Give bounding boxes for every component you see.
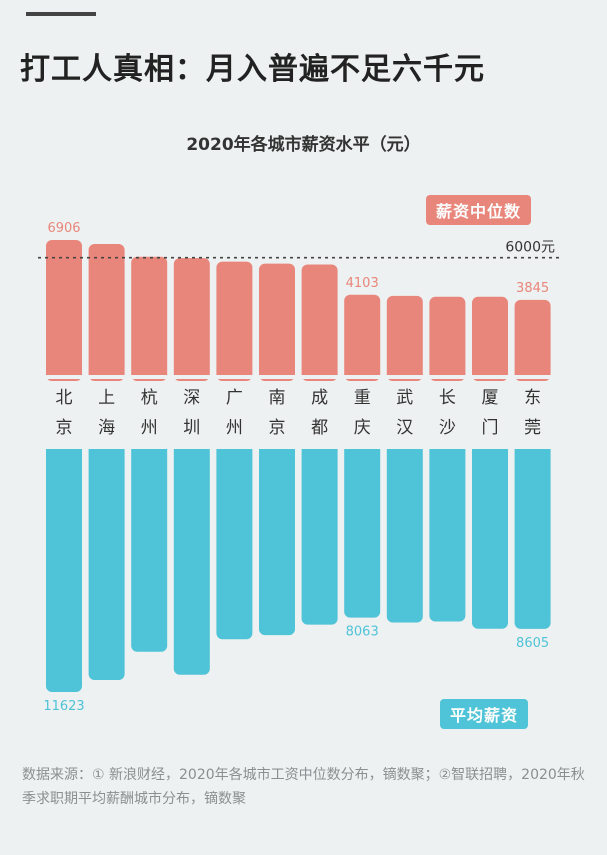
median-bar-3 — [173, 258, 210, 381]
category-label-9-line1: 长 — [439, 388, 456, 408]
category-label-0-line2: 京 — [56, 418, 73, 438]
average-bar-6 — [301, 443, 338, 625]
average-bar-8 — [386, 443, 423, 623]
category-label-0-line1: 北 — [56, 388, 73, 408]
median-bar-7 — [344, 294, 381, 381]
median-bar-9 — [429, 296, 466, 381]
category-label-1-line1: 上 — [98, 388, 115, 408]
median-bar-5 — [259, 263, 295, 381]
category-label-5-line1: 南 — [269, 388, 286, 408]
median-bar-2 — [131, 256, 168, 381]
average-bar-3 — [173, 443, 210, 675]
category-label-8-line2: 汉 — [396, 418, 413, 438]
median-bar-8 — [386, 295, 423, 381]
headline: 打工人真相：月入普遍不足六千元 — [20, 52, 485, 87]
average-bar-2 — [131, 443, 168, 652]
legend-average-badge: 平均薪资 — [440, 699, 529, 729]
category-label-8-line1: 武 — [396, 388, 413, 408]
average-bar-1 — [88, 443, 125, 681]
median-bar-6 — [301, 264, 338, 381]
category-label-2-line2: 州 — [141, 418, 158, 438]
category-label-6-line1: 成 — [311, 388, 328, 408]
category-label-4-line2: 州 — [226, 418, 243, 438]
average-bar-5 — [259, 443, 295, 636]
median-bar-10 — [472, 296, 508, 381]
median-bar-0 — [46, 240, 82, 381]
average-bar-4 — [216, 443, 253, 640]
category-label-2-line1: 杭 — [141, 388, 158, 408]
category-label-3-line1: 深 — [183, 388, 200, 408]
legend-median-badge: 薪资中位数 — [426, 195, 532, 225]
median-bar-4 — [216, 261, 253, 381]
average-baseline-cover — [30, 441, 590, 449]
top-rule — [26, 12, 96, 16]
category-label-1-line2: 海 — [98, 418, 115, 438]
data-label-s1-11: 8605 — [516, 636, 549, 651]
category-label-5-line2: 京 — [269, 418, 286, 438]
category-label-9-line2: 沙 — [439, 418, 456, 438]
data-label-s0-11: 3845 — [516, 281, 549, 296]
source-note: 数据来源：① 新浪财经，2020年各城市工资中位数分布，镝数聚；②智联招聘，20… — [22, 767, 585, 807]
category-label-7-line2: 庆 — [354, 418, 371, 438]
median-bar-1 — [88, 244, 125, 381]
average-bar-9 — [429, 443, 466, 622]
chart-title: 2020年各城市薪资水平（元） — [186, 135, 421, 155]
category-label-6-line2: 都 — [311, 418, 328, 438]
reference-line-label: 6000元 — [505, 240, 555, 256]
category-label-10-line1: 厦 — [482, 388, 499, 408]
category-label-3-line2: 圳 — [183, 418, 200, 438]
data-label-s0-0: 6906 — [47, 221, 80, 236]
data-label-s1-0: 11623 — [43, 699, 84, 714]
average-bar-7 — [344, 443, 381, 618]
category-label-10-line2: 门 — [482, 418, 499, 438]
average-bar-11 — [514, 443, 551, 629]
data-label-s0-7: 4103 — [346, 276, 379, 291]
category-label-11-line2: 莞 — [524, 418, 541, 438]
median-baseline-cover — [30, 375, 590, 379]
category-label-4-line1: 广 — [226, 388, 243, 408]
median-bar-11 — [514, 299, 551, 381]
average-bar-0 — [46, 443, 82, 692]
category-label-11-line1: 东 — [524, 388, 541, 408]
data-label-s1-7: 8063 — [346, 625, 379, 640]
average-bar-10 — [472, 443, 508, 629]
category-label-7-line1: 重 — [354, 388, 371, 408]
